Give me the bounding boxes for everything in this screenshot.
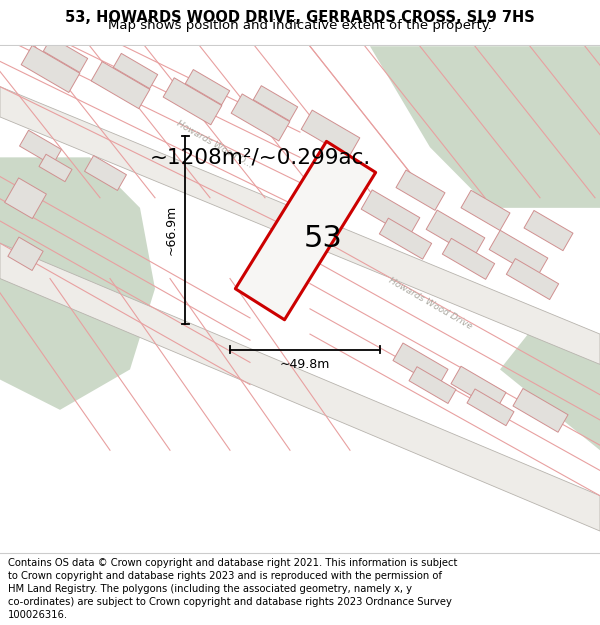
Text: HM Land Registry. The polygons (including the associated geometry, namely x, y: HM Land Registry. The polygons (includin… (8, 584, 412, 594)
Text: Howards Wood D...: Howards Wood D... (175, 119, 254, 169)
Text: ~1208m²/~0.299ac.: ~1208m²/~0.299ac. (149, 148, 371, 168)
Text: 53, HOWARDS WOOD DRIVE, GERRARDS CROSS, SL9 7HS: 53, HOWARDS WOOD DRIVE, GERRARDS CROSS, … (65, 10, 535, 25)
Text: 53: 53 (304, 224, 343, 253)
Text: ~49.8m: ~49.8m (280, 358, 330, 371)
Text: Howards Wood Drive: Howards Wood Drive (387, 276, 473, 331)
Text: co-ordinates) are subject to Crown copyright and database rights 2023 Ordnance S: co-ordinates) are subject to Crown copyr… (8, 597, 452, 607)
Text: 100026316.: 100026316. (8, 609, 68, 619)
Text: Map shows position and indicative extent of the property.: Map shows position and indicative extent… (108, 19, 492, 32)
Text: ~66.9m: ~66.9m (164, 205, 178, 255)
Text: Contains OS data © Crown copyright and database right 2021. This information is : Contains OS data © Crown copyright and d… (8, 558, 457, 568)
Text: to Crown copyright and database rights 2023 and is reproduced with the permissio: to Crown copyright and database rights 2… (8, 571, 442, 581)
